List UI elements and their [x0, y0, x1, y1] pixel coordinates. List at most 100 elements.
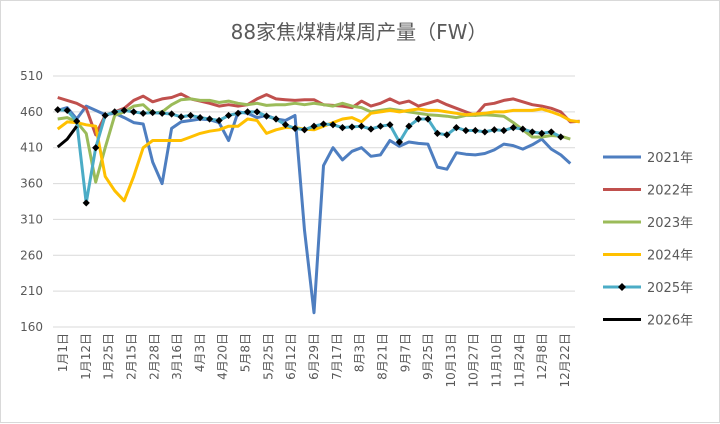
series-layer	[54, 92, 580, 315]
y-tick-label: 310	[20, 212, 43, 226]
x-tick-label: 12月8日	[535, 333, 549, 380]
data-point-marker	[215, 116, 223, 125]
data-point-marker	[367, 125, 375, 133]
data-point-marker	[139, 109, 147, 117]
legend-item: 2022年	[603, 184, 693, 199]
x-tick-label: 9月7日	[398, 333, 412, 372]
data-point-marker	[63, 106, 71, 115]
legend-label: 2024年	[647, 249, 693, 264]
data-point-marker	[348, 123, 356, 131]
y-tick-label: 460	[20, 105, 43, 119]
series-line	[57, 104, 572, 315]
legend-item: 2021年	[603, 151, 693, 166]
x-tick-label: 4月3日	[193, 333, 207, 372]
x-tick-label: 1月25日	[102, 333, 116, 380]
data-point-marker	[310, 122, 318, 130]
data-point-marker	[319, 120, 328, 128]
data-point-marker	[452, 124, 460, 132]
data-point-marker	[82, 199, 90, 207]
data-point-marker	[481, 128, 489, 136]
x-axis-ticks: 1月1日 1月12日 1月25日 2月15日 2月28日 3月16日 4月3日 4月20日 5月…	[56, 333, 572, 388]
data-point-marker	[168, 110, 176, 118]
legend-label: 2026年	[647, 314, 693, 329]
data-point-marker	[395, 138, 404, 146]
legend-label: 2021年	[647, 151, 693, 166]
x-tick-label: 6月12日	[284, 333, 298, 380]
grid-layer	[53, 75, 575, 328]
x-tick-label: 6月29日	[307, 333, 321, 380]
data-point-marker	[500, 126, 508, 135]
data-point-marker	[158, 109, 166, 117]
data-point-marker	[54, 106, 62, 114]
data-point-marker	[414, 115, 422, 123]
series-6	[56, 125, 78, 149]
data-point-marker	[300, 126, 309, 134]
data-point-marker	[243, 108, 252, 116]
x-tick-label: 2月15日	[124, 333, 138, 380]
legend-marker	[618, 283, 626, 291]
y-tick-label: 210	[20, 284, 43, 298]
x-tick-label: 11月24日	[512, 333, 526, 388]
series-5	[54, 106, 565, 207]
x-tick-label: 5月25日	[261, 333, 275, 380]
data-point-marker	[405, 122, 413, 130]
data-point-marker	[557, 133, 565, 141]
data-point-marker	[490, 126, 498, 134]
data-point-marker	[253, 108, 261, 116]
y-tick-label: 360	[20, 177, 43, 191]
data-point-marker	[338, 124, 347, 132]
x-tick-label: 12月22日	[558, 333, 572, 388]
legend-item: 2026年	[603, 314, 693, 329]
y-tick-label: 410	[20, 141, 43, 155]
data-point-marker	[538, 129, 546, 137]
data-point-marker	[272, 115, 280, 123]
data-point-marker	[262, 112, 271, 120]
data-point-marker	[224, 111, 233, 120]
data-point-marker	[120, 106, 128, 115]
legend-item: 2023年	[603, 216, 693, 231]
x-tick-label: 3月16日	[170, 333, 184, 380]
chart-title: 88家焦煤精煤周产量（FW）	[231, 20, 488, 44]
series-line	[56, 107, 580, 203]
legend: 2021年 2022年 2023年 2024年 2025年 2026年	[603, 151, 693, 329]
data-point-marker	[471, 126, 479, 135]
data-point-marker	[73, 117, 81, 125]
x-tick-label: 2月28日	[147, 333, 161, 380]
x-tick-label: 5月8日	[239, 333, 253, 372]
data-point-marker	[234, 109, 242, 117]
x-tick-label: 7月17日	[330, 333, 344, 380]
data-point-marker	[281, 121, 290, 129]
y-tick-label: 260	[20, 248, 43, 262]
series-1	[57, 104, 572, 315]
series-line	[56, 125, 78, 149]
data-point-marker	[149, 108, 157, 117]
legend-label: 2023年	[647, 216, 693, 231]
data-point-marker	[101, 111, 109, 120]
y-tick-label: 160	[20, 320, 43, 334]
x-tick-label: 10月27日	[467, 333, 481, 388]
data-point-marker	[196, 113, 204, 122]
legend-label: 2022年	[647, 184, 693, 199]
data-point-marker	[509, 124, 517, 132]
legend-label: 2025年	[647, 281, 693, 296]
data-point-marker	[177, 113, 185, 121]
data-point-marker	[111, 108, 119, 116]
data-point-marker	[386, 121, 394, 129]
x-tick-label: 11月10日	[490, 333, 504, 388]
y-axis-ticks: 160 210 260 310 360 410 460 510	[20, 69, 43, 334]
data-point-marker	[519, 125, 527, 133]
x-tick-label: 1月12日	[79, 333, 93, 380]
data-point-marker	[424, 115, 432, 123]
x-tick-label: 8月21日	[375, 333, 389, 380]
x-tick-label: 4月20日	[216, 333, 230, 380]
x-tick-label: 9月25日	[421, 333, 435, 380]
legend-item: 2024年	[603, 249, 693, 264]
data-point-marker	[547, 128, 555, 136]
data-point-marker	[329, 121, 337, 129]
data-point-marker	[130, 108, 138, 116]
data-point-marker	[92, 144, 100, 152]
x-tick-label: 8月3日	[353, 333, 367, 372]
x-tick-label: 10月13日	[444, 333, 458, 388]
data-point-marker	[462, 126, 470, 135]
series-4	[56, 107, 580, 203]
